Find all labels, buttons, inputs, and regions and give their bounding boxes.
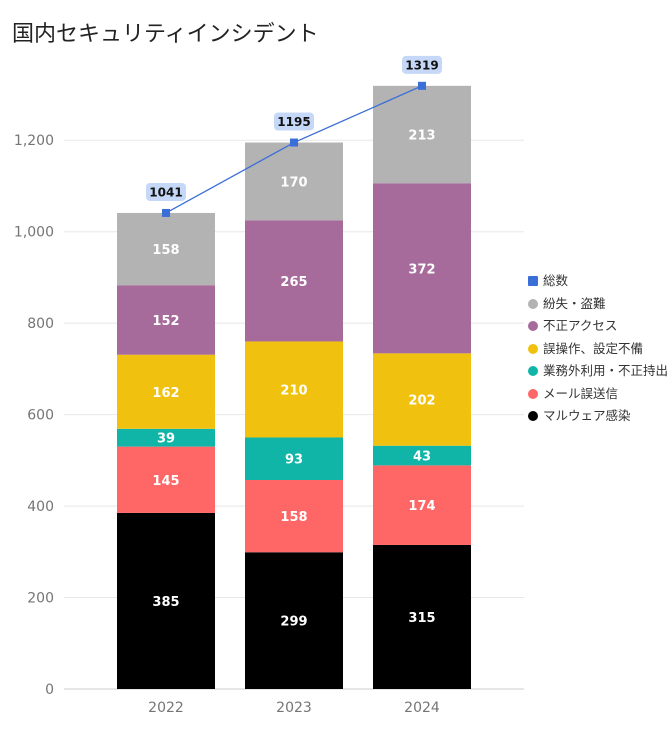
legend-item[interactable]: 誤操作、設定不備 [528,338,670,360]
segment-value-label: 202 [408,394,435,409]
x-tick-label: 2022 [148,700,184,716]
segment-value-label: 39 [157,432,175,447]
y-tick-label: 0 [45,682,54,698]
bar-segment [373,465,471,545]
segment-value-label: 299 [280,615,307,630]
segment-value-label: 158 [152,243,179,258]
segment-value-label: 170 [280,175,307,190]
segment-value-label: 372 [408,262,435,277]
segment-value-label: 315 [408,611,435,626]
segment-value-label: 162 [152,386,179,401]
segment-value-label: 174 [408,499,435,514]
segment-value-label: 213 [408,129,435,144]
legend-circle-icon [528,388,538,399]
bar-segment [117,354,215,429]
total-label-box [146,182,186,201]
total-value-label: 1041 [149,185,182,199]
legend-label: 不正アクセス [543,318,618,333]
legend-item[interactable]: メール誤送信 [528,383,670,405]
total-line: 1041 1195 1319 [146,55,442,217]
total-value-label: 1195 [277,115,310,129]
bar-segment [245,480,343,553]
bar-segment [117,428,215,447]
axis-labels: 0 200 400 600 800 1,000 1,200 2022 2023 2024 [14,133,440,716]
bar-segment [245,142,343,221]
legend-circle-icon [528,298,538,309]
legend-square-icon [528,276,538,286]
segment-labels: 385 145 39 162 152 158 299 158 93 210 265 170 315 174… [152,129,435,630]
total-label-box [274,112,314,131]
legend-label: マルウェア感染 [543,408,631,423]
bar-segment [117,512,215,689]
total-label-box [402,55,442,74]
legend-item[interactable]: マルウェア感染 [528,405,670,427]
segment-value-label: 145 [152,474,179,489]
bar-segment [117,285,215,355]
bar-segment [373,544,471,689]
y-tick-label: 800 [27,316,54,332]
segment-value-label: 385 [152,595,179,610]
total-line-marker [290,138,298,147]
legend-label: 業務外利用・不正持出 [543,363,669,378]
total-value-label: 1319 [405,58,438,72]
bar-segment [373,353,471,446]
legend-circle-icon [528,366,538,376]
bar-segment [373,85,471,184]
legend-label: 総数 [543,273,569,288]
legend: 総数紛失・盗難不正アクセス誤操作、設定不備業務外利用・不正持出 メール誤送信 マルウ… [528,270,670,428]
legend-item[interactable]: 紛失・盗難 [528,293,670,315]
total-line-marker [162,208,170,217]
y-tick-label: 600 [27,408,54,424]
legend-label: 誤操作、設定不備 [543,340,644,356]
segment-value-label: 152 [152,314,179,329]
segment-value-label: 158 [280,510,307,525]
bar-segments [117,85,471,689]
bar-segment [245,437,343,481]
total-line-marker [418,81,426,90]
legend-circle-icon [528,343,538,354]
y-tick-label: 1,200 [14,133,54,149]
y-tick-label: 1,000 [14,225,54,241]
legend-label: 紛失・盗難 [543,295,606,311]
segment-value-label: 43 [413,450,431,465]
bar-segment [245,552,343,689]
legend-item[interactable]: 業務外利用・不正持出 [528,360,670,382]
legend-item[interactable]: 総数 [528,270,670,292]
bar-segment [117,446,215,513]
x-tick-label: 2024 [404,700,440,716]
legend-circle-icon [528,321,538,331]
legend-circle-icon [528,411,538,421]
legend-item[interactable]: 不正アクセス [528,315,670,337]
x-tick-label: 2023 [276,700,312,716]
segment-value-label: 210 [280,383,307,398]
chart-title: 国内セキュリティインシデント [12,22,319,47]
bar-segment [245,341,343,438]
bar-segment [373,183,471,354]
segment-value-label: 265 [280,275,307,290]
y-tick-label: 400 [27,499,54,515]
y-tick-label: 200 [27,591,54,607]
legend-label: メール誤送信 [543,385,619,401]
bar-segment [373,445,471,466]
bar-segment [117,212,215,286]
bar-segment [245,220,343,342]
segment-value-label: 93 [285,453,303,468]
